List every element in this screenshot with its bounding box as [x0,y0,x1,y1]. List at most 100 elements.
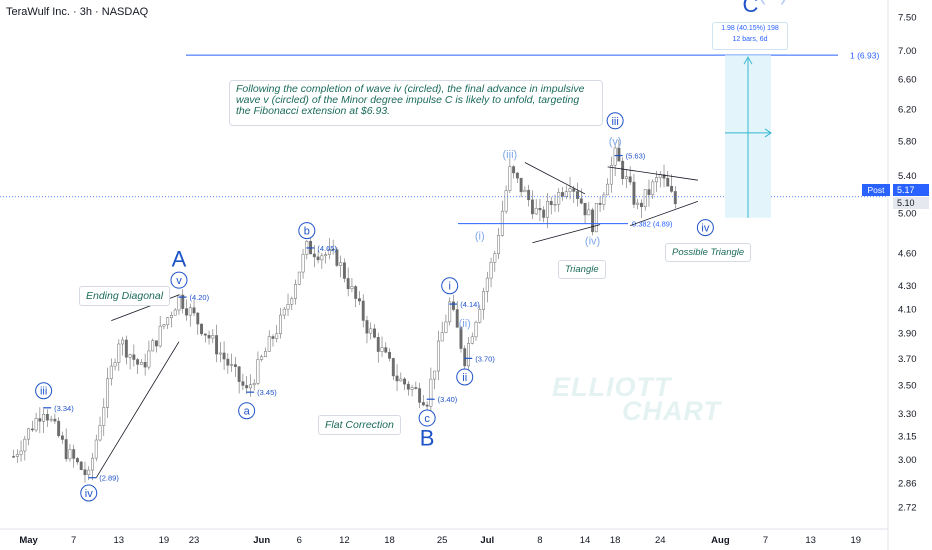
wave-circle [298,222,316,240]
price-label: (3.40) [438,395,458,404]
y-tick-label: 2.86 [898,478,917,489]
candle-body [406,383,410,390]
grid [0,0,889,550]
candle-body [542,209,546,218]
candle-body [222,352,226,360]
candle-body [621,160,625,179]
trend-line [95,341,180,478]
candle-body [34,418,38,431]
candle-body [248,384,252,389]
wave-label: c [424,413,430,425]
post-tag: Post [862,184,890,196]
chart-title: TeraWulf Inc. · 3h · NASDAQ [6,6,149,18]
candle-body [207,334,211,339]
candle-body [583,202,587,216]
fib-retrace-label: 0.382 (4.89) [632,220,673,229]
x-tick-label: Jun [253,535,270,546]
candle-body [53,418,57,422]
x-tick-label: 25 [437,535,448,546]
candle-body [237,366,241,382]
wave-label: A [172,246,187,271]
candle-body [226,358,230,366]
candle-body [662,174,666,179]
price-label: (5.63) [626,152,646,161]
triangle-label: Triangle [558,260,606,279]
candle-body [485,277,489,292]
candle-body [403,378,407,385]
candle-body [482,291,485,310]
candle-body [316,256,320,261]
candle-body [312,253,316,258]
candle-body [170,314,173,319]
wave-circle [35,382,53,400]
trend-line [630,201,698,226]
candle-body [324,254,328,257]
candle-body [452,301,455,310]
price-label: (4.14) [460,300,480,309]
wave-label: (ii) [459,318,471,330]
target-arrow-head [743,56,753,65]
candle-body [470,336,474,344]
y-tick-label: 4.60 [898,249,917,260]
candle-body [102,407,106,426]
candle-body [523,189,527,193]
candle-body [218,352,222,355]
x-tick-label: 23 [189,535,200,546]
candle-body [68,449,72,460]
y-tick-label: 3.15 [898,432,917,443]
candle-body [12,456,15,458]
candle-body [350,286,354,289]
candle-body [515,172,519,179]
target-mid-arrow-head [764,128,772,138]
price-label: (3.34) [54,404,74,413]
x-tick-label: May [19,535,38,546]
candle-body [267,336,271,352]
candle-body [391,358,395,377]
candle-body [117,343,121,363]
y-tick-label: 5.80 [898,137,917,148]
candle-body [444,321,448,333]
x-axis: May 7 13 19 23 Jun 6 12 18 25 Jul 8 14 18 24 Aug 7 13 19 [19,535,861,546]
candle-body [354,286,358,299]
candle-body [252,383,256,386]
wave-label: (B) [758,0,787,5]
price-label: (3.70) [475,354,495,363]
candle-body [23,438,27,452]
trend-line [524,162,586,195]
x-tick-label: 14 [580,535,591,546]
fib-extension-label: 1 (6.93) [850,51,879,61]
candle-body [128,354,132,358]
candle-body [290,298,294,305]
candle-body [275,333,279,339]
candle-body [421,402,425,406]
candle-body [233,364,237,367]
candle-body [508,166,512,191]
candle-body [609,164,613,185]
wave-label: (v) [609,136,622,148]
candle-body [320,255,324,261]
y-axis: 7.50 7.00 6.60 6.20 5.80 5.40 5.00 4.60 4.30 4.10… [898,13,917,514]
candle-body [132,354,136,360]
candle-body [369,328,373,334]
candle-body [256,359,260,384]
candle-body [271,336,275,339]
candle-body [162,324,166,327]
x-tick-label: 8 [537,535,542,546]
candle-body [27,428,31,440]
wave-circle [456,368,474,386]
y-tick-label: 3.30 [898,409,917,420]
candle-body [467,343,470,367]
candle-body [147,350,151,368]
candle-body [628,176,632,183]
wave-label: a [244,406,251,418]
candle-body [98,425,102,441]
annotation-note: Following the completion of wave iv (cir… [229,80,603,126]
candle-body [474,321,478,338]
wave-circle [696,219,714,237]
candle-body [459,327,463,349]
candle-body [301,254,305,273]
candle-body [602,194,606,205]
y-tick-label: 4.30 [898,281,917,292]
y-tick-label: 6.60 [898,74,917,85]
